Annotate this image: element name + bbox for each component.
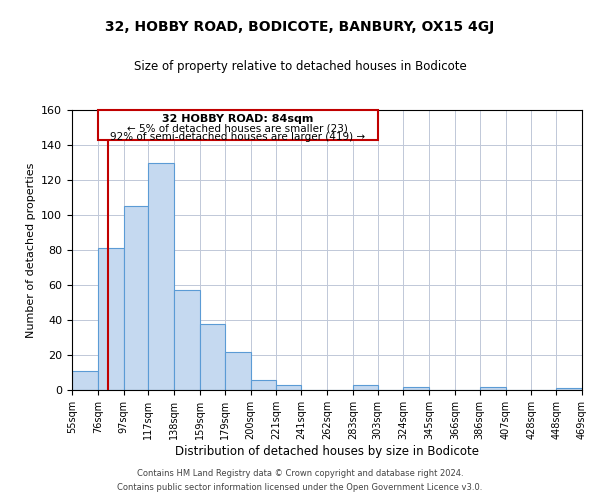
Bar xyxy=(556,388,582,390)
Text: Contains public sector information licensed under the Open Government Licence v3: Contains public sector information licen… xyxy=(118,484,482,492)
Bar xyxy=(200,324,225,390)
Y-axis label: Number of detached properties: Number of detached properties xyxy=(26,162,35,338)
Bar xyxy=(124,206,148,390)
Bar xyxy=(480,386,506,390)
Bar xyxy=(353,385,377,390)
Bar xyxy=(98,248,124,390)
Text: 32 HOBBY ROAD: 84sqm: 32 HOBBY ROAD: 84sqm xyxy=(162,114,313,124)
X-axis label: Distribution of detached houses by size in Bodicote: Distribution of detached houses by size … xyxy=(175,444,479,458)
Bar xyxy=(251,380,277,390)
Bar xyxy=(403,386,429,390)
Bar xyxy=(72,371,98,390)
Bar xyxy=(225,352,251,390)
Text: 92% of semi-detached houses are larger (419) →: 92% of semi-detached houses are larger (… xyxy=(110,132,365,142)
Bar xyxy=(148,162,174,390)
Text: ← 5% of detached houses are smaller (23): ← 5% of detached houses are smaller (23) xyxy=(127,123,348,133)
Bar xyxy=(174,290,200,390)
FancyBboxPatch shape xyxy=(98,110,377,140)
Text: 32, HOBBY ROAD, BODICOTE, BANBURY, OX15 4GJ: 32, HOBBY ROAD, BODICOTE, BANBURY, OX15 … xyxy=(106,20,494,34)
Text: Contains HM Land Registry data © Crown copyright and database right 2024.: Contains HM Land Registry data © Crown c… xyxy=(137,468,463,477)
Bar xyxy=(277,385,301,390)
Text: Size of property relative to detached houses in Bodicote: Size of property relative to detached ho… xyxy=(134,60,466,73)
